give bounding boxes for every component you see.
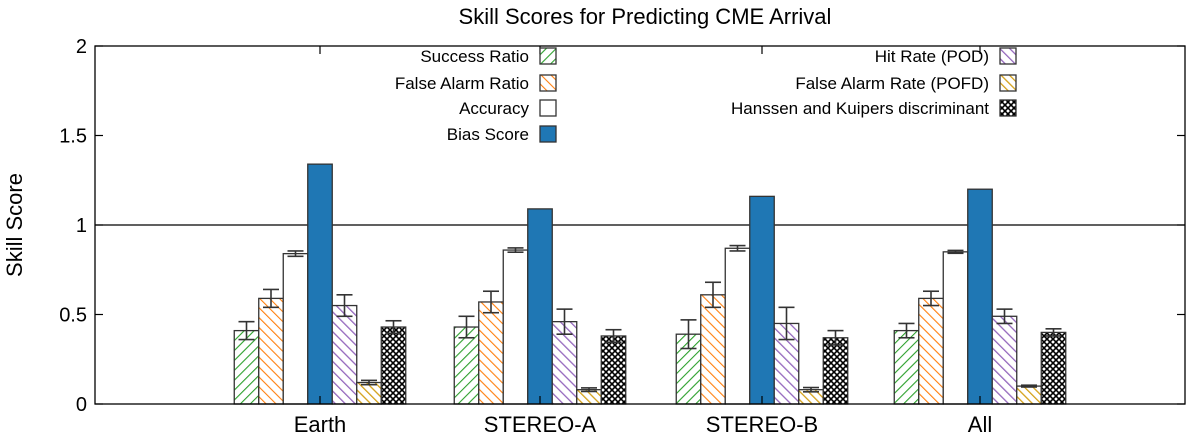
- bar-hit-rate-pod: [551, 321, 578, 405]
- bar-success-ratio: [233, 329, 260, 405]
- bar-hit-rate-pod: [331, 304, 358, 405]
- bar-false-alarm-ratio: [478, 301, 504, 405]
- legend-label-false-alarm-rate-pofd: False Alarm Rate (POFD): [795, 74, 989, 93]
- y-tick-label: 2: [76, 36, 87, 58]
- bar-bias-score: [527, 208, 553, 405]
- chart-title: Skill Scores for Predicting CME Arrival: [459, 4, 832, 29]
- legend-swatch-accuracy: [539, 99, 557, 117]
- bar-hanssen-and-kuipers-discriminant: [1040, 331, 1067, 405]
- legend-label-bias-score: Bias Score: [447, 125, 529, 144]
- bar-hanssen-and-kuipers-discriminant: [600, 335, 627, 405]
- bar-group-stereo-a: [453, 208, 627, 405]
- bar-hanssen-and-kuipers-discriminant: [822, 337, 849, 405]
- bar-bias-score: [749, 195, 775, 405]
- y-axis-label: Skill Score: [2, 173, 27, 277]
- y-tick-label: 1: [76, 215, 87, 237]
- bar-false-alarm-rate-pofd: [356, 381, 382, 405]
- bar-hit-rate-pod: [991, 315, 1018, 405]
- bar-false-alarm-rate-pofd: [1016, 385, 1042, 405]
- bar-group-all: [893, 188, 1067, 405]
- legend-label-hanssen-and-kuipers-discriminant: Hanssen and Kuipers discriminant: [731, 99, 989, 118]
- x-tick-label: All: [968, 412, 992, 437]
- bar-false-alarm-ratio: [700, 294, 726, 405]
- bar-accuracy: [502, 249, 529, 405]
- bar-hanssen-and-kuipers-discriminant: [380, 326, 407, 405]
- bar-accuracy: [282, 252, 309, 405]
- legend-label-success-ratio: Success Ratio: [420, 47, 529, 66]
- plot-frame: [94, 45, 1186, 405]
- bar-false-alarm-ratio: [918, 297, 944, 405]
- legend-swatch-false-alarm-rate-pofd: [999, 74, 1017, 92]
- legend-swatch-hit-rate-pod: [999, 47, 1017, 65]
- bar-bias-score: [967, 188, 993, 405]
- bar-group-earth: [233, 163, 407, 405]
- legend-label-accuracy: Accuracy: [459, 99, 529, 118]
- bar-group-stereo-b: [675, 195, 849, 405]
- y-tick-label: 0: [76, 394, 87, 416]
- y-tick-label: 0.5: [59, 305, 87, 327]
- legend-swatch-hanssen-and-kuipers-discriminant: [999, 99, 1017, 117]
- bar-accuracy: [724, 247, 751, 405]
- x-tick-label: STEREO-A: [484, 412, 597, 437]
- legend-label-false-alarm-ratio: False Alarm Ratio: [395, 74, 529, 93]
- bar-success-ratio: [453, 326, 480, 405]
- legend-swatch-false-alarm-ratio: [539, 74, 557, 92]
- x-tick-label: STEREO-B: [706, 412, 818, 437]
- legend-label-hit-rate-pod: Hit Rate (POD): [875, 47, 989, 66]
- x-tick-label: Earth: [294, 412, 347, 437]
- y-tick-label: 1.5: [59, 126, 87, 148]
- legend-swatch-bias-score: [539, 125, 557, 143]
- bar-bias-score: [307, 163, 333, 405]
- bar-accuracy: [942, 251, 969, 405]
- legend-swatch-success-ratio: [539, 47, 557, 65]
- bar-false-alarm-ratio: [258, 297, 284, 405]
- bar-success-ratio: [893, 329, 920, 405]
